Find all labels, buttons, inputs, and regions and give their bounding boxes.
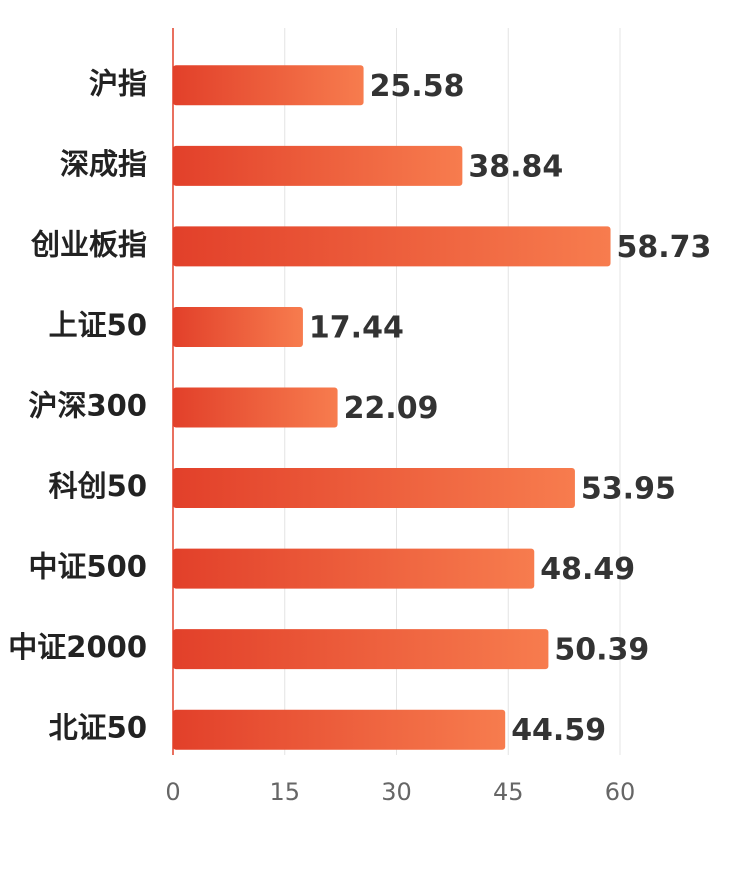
value-label: 48.49: [540, 552, 635, 587]
x-tick-label: 15: [269, 778, 300, 806]
y-tick-label: 深成指: [60, 147, 147, 181]
bar: [173, 629, 549, 670]
y-tick-label: 沪深300: [28, 389, 147, 423]
y-tick-label: 创业板指: [30, 227, 147, 261]
value-label: 17.44: [309, 310, 404, 345]
value-label: 50.39: [554, 633, 649, 668]
y-tick-label: 北证50: [49, 711, 147, 745]
x-tick-label: 60: [605, 778, 636, 806]
y-tick-label: 沪指: [89, 66, 147, 100]
y-tick-label: 中证2000: [8, 630, 147, 664]
y-tick-label: 科创50: [49, 469, 147, 503]
value-label: 22.09: [344, 391, 439, 426]
x-tick-label: 30: [381, 778, 412, 806]
bar: [173, 468, 575, 509]
bar: [173, 145, 463, 186]
value-label: 58.73: [617, 230, 712, 265]
bar: [173, 548, 535, 589]
value-label: 53.95: [581, 472, 676, 507]
y-tick-label: 中证500: [28, 550, 147, 584]
bar: [173, 65, 364, 106]
bar: [173, 226, 611, 267]
bar: [173, 709, 506, 750]
value-label: 38.84: [468, 149, 563, 184]
bar: [173, 387, 338, 428]
bar: [173, 306, 303, 347]
y-tick-label: 上证50: [49, 308, 147, 342]
x-tick-label: 0: [165, 778, 180, 806]
value-label: 25.58: [370, 69, 465, 104]
value-label: 44.59: [511, 713, 606, 748]
x-tick-label: 45: [493, 778, 524, 806]
